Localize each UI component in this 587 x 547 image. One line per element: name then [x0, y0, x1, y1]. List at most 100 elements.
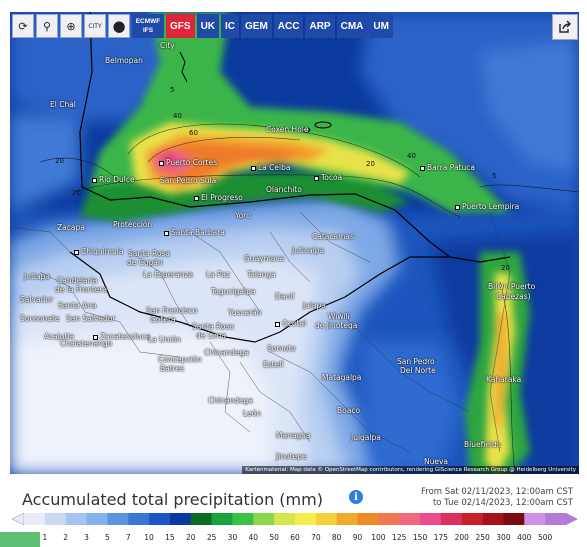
footer-tab [0, 532, 40, 547]
city-label: El Chal [50, 100, 76, 109]
model-uk-button[interactable]: UK [196, 14, 220, 38]
share-button[interactable] [552, 14, 578, 40]
city-label: Santa Rosa [128, 249, 170, 258]
city-label: El Progreso [194, 194, 243, 202]
city-label: Jutiapa [24, 272, 50, 281]
scale-arrow-left [12, 513, 25, 525]
model-ic-button[interactable]: IC [221, 14, 240, 38]
scale-color-swatch [524, 513, 546, 525]
contour-label: 5 [170, 86, 175, 94]
scale-tick-label: 40 [248, 533, 259, 542]
contour-label: 20 [72, 189, 81, 197]
scale-tick-label: 10 [144, 533, 154, 542]
scale-color-swatch [253, 513, 275, 525]
city-label: Kaharaka [486, 375, 522, 384]
city-label: City [160, 41, 175, 50]
city-label: Jinotepe [276, 452, 307, 461]
legend-title: Accumulated total precipitation (mm) [22, 490, 323, 509]
city-toggle-button[interactable]: CITY [84, 14, 106, 38]
city-label: Juticalpa [292, 246, 325, 255]
scale-color-swatch [440, 513, 463, 525]
model-um-button[interactable]: UM [369, 14, 393, 38]
contour-label: 20 [366, 160, 375, 168]
scale-tick-label: 25 [206, 533, 217, 542]
city-label: Catacamas [312, 232, 354, 241]
scale-tick-label: 250 [475, 533, 490, 542]
scale-tick-label: 80 [331, 533, 342, 542]
city-label: La Ceiba [251, 164, 290, 172]
city-label: Chinandega [204, 348, 249, 357]
city-label: Olanchito [266, 185, 302, 194]
scale-color-swatch [503, 513, 525, 525]
scale-color-swatch [315, 513, 337, 525]
model-gem-button[interactable]: GEM [241, 14, 272, 38]
scale-color-swatch [420, 513, 442, 525]
city-label: Wiwilí [328, 312, 350, 321]
city-label: Bluefields [464, 440, 501, 449]
model-ecmwf-ifs-button[interactable]: ECMWF IFS [132, 14, 164, 38]
city-label: Salvador [20, 295, 53, 304]
city-label: de la Frontera [55, 285, 108, 294]
scale-color-swatch [274, 513, 296, 525]
model-arp-button[interactable]: ARP [305, 14, 335, 38]
model-acc-button[interactable]: ACC [273, 14, 304, 38]
scale-color-swatch [65, 513, 87, 525]
scale-tick-label: 60 [290, 533, 300, 542]
scale-tick-label: 30 [227, 533, 238, 542]
city-label: Ocotal [275, 320, 306, 328]
location-button[interactable]: ⚲ [36, 14, 58, 38]
city-label: Puerto Lempira [455, 203, 519, 211]
city-label: Del Norte [400, 366, 436, 375]
city-label: Somoto [267, 344, 296, 353]
scale-color-swatch [24, 513, 46, 525]
info-icon[interactable]: i [349, 490, 363, 504]
city-label: Candelaria [57, 276, 98, 285]
precipitation-field [10, 12, 579, 474]
scale-tick-label: 400 [517, 533, 532, 542]
marker-button[interactable]: ● [108, 14, 130, 38]
map-toolbar: ⟳ ⚲ ⊕ CITY ● ECMWF IFS GFS UK IC GEM ACC… [12, 14, 393, 38]
scale-tick-label: 200 [454, 533, 469, 542]
zoom-button[interactable]: ⊕ [60, 14, 82, 38]
scale-tick-label: 50 [269, 533, 279, 542]
scale-tick-label: 5 [104, 533, 110, 542]
model-cma-button[interactable]: CMA [336, 14, 368, 38]
scale-tick-label: 3 [84, 533, 89, 542]
city-label: Puerto Cortés [159, 159, 217, 167]
city-label: Protección [113, 220, 153, 229]
city-icon: CITY [88, 22, 102, 30]
refresh-button[interactable]: ⟳ [12, 14, 34, 38]
scale-tick-label: 175 [433, 533, 449, 542]
date-from: From Sat 02/11/2023, 12:00am CST [420, 487, 573, 497]
scale-color-swatch [461, 513, 483, 525]
city-label: Chiquimula [74, 248, 123, 256]
scale-color-swatch [211, 513, 233, 525]
city-label: San Francisco [146, 306, 198, 315]
city-label: Jalapa [303, 301, 326, 310]
scale-tick-label: 1 [42, 533, 48, 542]
map-attribution: Kartenmaterial: Map data © OpenStreetMap… [242, 466, 579, 474]
city-label: Santa Ana [58, 301, 97, 310]
share-icon [559, 20, 571, 33]
scale-color-swatch [86, 513, 108, 525]
city-label: Rio Dulce [92, 176, 135, 184]
city-label: San Pedro [397, 357, 435, 366]
city-label: León [243, 409, 262, 418]
scale-color-swatch [169, 513, 192, 525]
city-label: Guaymaca [244, 254, 285, 263]
scale-color-swatch [190, 513, 212, 525]
scale-arrow-right [566, 513, 578, 525]
city-label: Acajutla [44, 332, 75, 341]
scale-tick-label: 500 [537, 533, 553, 542]
scale-tick-label: 20 [185, 533, 196, 542]
scale-tick-label: 15 [165, 533, 175, 542]
city-label: Tegucigalpa [211, 287, 256, 296]
city-label: Santa Barbara [164, 229, 225, 237]
model-gfs-button[interactable]: GFS [166, 14, 195, 38]
precipitation-map[interactable]: City Belmopan El Chal Coxen Hole Puerto Cort… [10, 12, 579, 474]
city-label: Matagalpa [322, 373, 362, 382]
city-label: de Copán [127, 258, 163, 267]
contour-label: 60 [189, 129, 198, 137]
color-scale-bar [12, 513, 578, 525]
scale-color-swatch [107, 513, 129, 525]
